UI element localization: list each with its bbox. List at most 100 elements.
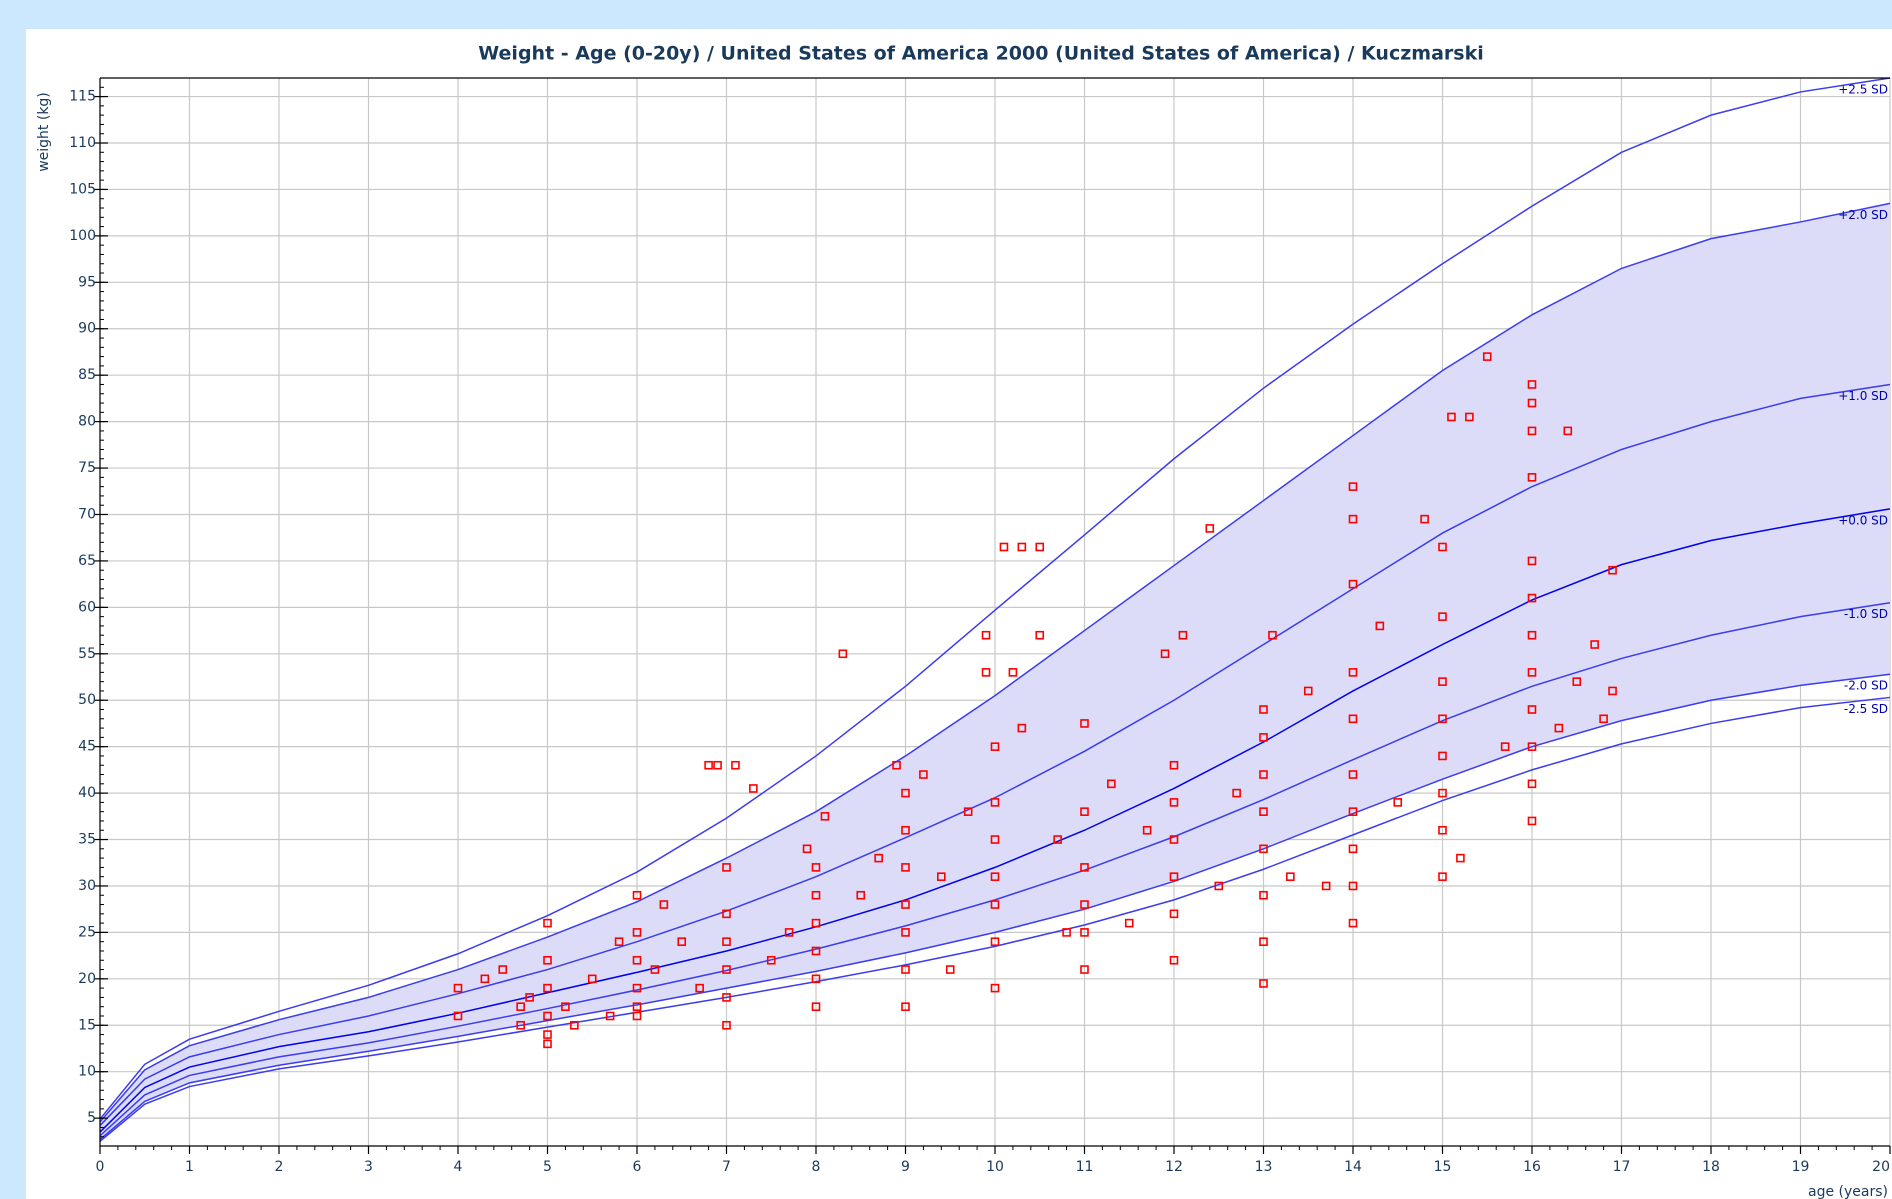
data-point [1608,565,1617,575]
data-point [1348,514,1358,524]
sd-curve [99,601,1891,1137]
data-point [1348,579,1358,589]
data-point [1482,352,1492,361]
x-tick-label: 18 [1702,1159,1720,1175]
data-point [722,965,731,974]
data-point [1393,798,1403,807]
data-point [901,1002,910,1011]
data-point [1438,751,1447,761]
x-tick-label: 5 [543,1159,552,1175]
data-point [1142,825,1152,835]
x-tick-label: 8 [812,1159,821,1175]
data-point [453,1011,463,1021]
data-point [1465,412,1474,422]
data-point [1178,630,1188,640]
x-tick-label: 0 [96,1159,105,1175]
y-tick-label: 10 [78,1064,96,1080]
sd-curve [99,673,1891,1141]
data-point [820,812,830,821]
data-point [1438,788,1447,798]
data-point [999,542,1009,552]
x-tick-label: 19 [1792,1159,1810,1175]
data-point [1527,473,1537,482]
data-point [1527,630,1537,640]
x-tick-label: 2 [275,1159,284,1175]
data-point [659,900,669,909]
x-tick-label: 3 [364,1159,373,1175]
data-point [1214,881,1224,891]
sd-label: +2.0 SD [1838,208,1888,222]
data-point [1527,593,1537,603]
sd-label: +2.5 SD [1838,83,1888,97]
data-point [1259,979,1268,988]
sd-label: +0.0 SD [1838,513,1888,527]
data-point [704,760,713,770]
x-tick-label: 6 [633,1159,642,1175]
y-tick-label: 65 [78,553,96,569]
data-point [919,770,928,779]
data-point [811,974,821,984]
data-point [1080,807,1089,816]
sd-curve [99,202,1891,1123]
data-point [1259,890,1268,900]
x-tick-label: 9 [901,1159,910,1175]
data-point [802,844,812,854]
data-point [1456,853,1465,863]
data-point [1124,918,1134,928]
data-point [901,863,910,872]
data-point [1348,714,1358,724]
data-point [990,900,1000,909]
data-point [1348,807,1358,816]
x-tick-label: 1 [185,1159,194,1175]
data-point [1438,714,1447,724]
data-point [1035,630,1045,640]
x-tick-label: 17 [1613,1159,1631,1175]
data-point [990,872,1000,881]
data-point [856,890,866,900]
data-point [1169,909,1179,919]
data-point [722,937,731,946]
y-tick-label: 30 [78,878,96,894]
data-point [766,955,776,965]
data-point [614,937,624,946]
data-point [1608,686,1617,696]
data-point [1017,542,1027,552]
data-point [1527,398,1537,408]
data-point [1375,621,1385,631]
data-point [1321,881,1331,891]
data-point [1447,412,1456,422]
data-point [784,928,794,937]
y-tick-label: 15 [78,1017,96,1033]
data-point [1500,742,1510,751]
data-point [1348,482,1358,491]
data-point [543,1030,552,1039]
sd-band [100,203,1890,1140]
data-point [1554,723,1564,733]
data-point [1160,649,1170,659]
y-tick-label: 45 [78,739,96,755]
y-tick-label: 20 [78,971,96,987]
y-tick-label: 40 [78,785,96,801]
data-point [650,965,660,974]
data-point [1438,542,1447,552]
data-point [1438,825,1447,835]
data-point [1232,788,1241,798]
data-point [1527,668,1537,677]
data-point [1259,937,1268,946]
x-tick-label: 11 [1076,1159,1094,1175]
data-point [1107,779,1116,789]
data-point [1563,426,1573,436]
data-point [498,965,508,974]
data-point [811,1002,821,1011]
data-point [1348,844,1358,854]
y-axis-label: weight (kg) [36,92,52,172]
data-point [1527,705,1537,714]
data-point [1259,733,1268,742]
x-tick-label: 7 [722,1159,731,1175]
data-point [1348,668,1358,677]
data-point [901,900,910,909]
data-point [1599,714,1608,724]
data-point [1080,965,1089,974]
y-tick-label: 100 [69,228,96,244]
